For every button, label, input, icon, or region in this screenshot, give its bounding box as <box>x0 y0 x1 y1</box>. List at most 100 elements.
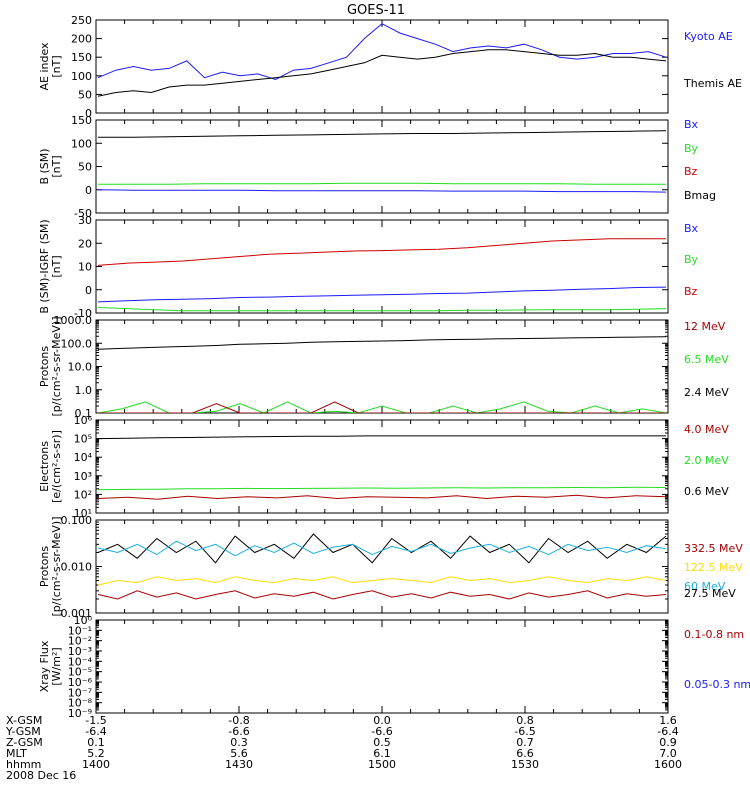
y-axis-label: Xray Flux[W/m²] <box>38 640 63 692</box>
legend-entry: By <box>684 142 699 155</box>
ephemeris-value: 1430 <box>225 758 253 771</box>
series-60-mev <box>97 540 667 557</box>
y-axis-label-line: Protons <box>38 546 51 587</box>
panel-frame <box>95 19 669 114</box>
y-axis-label-line: Protons <box>38 346 51 387</box>
ephemeris-value: 1530 <box>511 758 539 771</box>
legend-entry: 0.1-0.8 nm <box>684 628 744 641</box>
ephemeris-value: 5.2 <box>87 747 105 760</box>
legend-entry: 332.5 MeV <box>684 542 743 555</box>
legend-entry: Bz <box>684 165 698 178</box>
y-tick-label: 20 <box>78 237 92 250</box>
y-tick-label: 100 <box>71 137 92 150</box>
y-axis-label-line: [p/(cm²-s-sr-MeV)] <box>50 517 63 617</box>
ephemeris-row-label: Z-GSM <box>6 736 43 749</box>
y-axis-label: AE index[nT] <box>38 42 63 91</box>
legend-entry: 2.0 MeV <box>684 454 729 467</box>
figure-title: GOES-11 <box>347 3 405 18</box>
panel-ae: 0 50 100 150 200 250 AE index[nT] Kyoto AE Themi… <box>38 14 742 120</box>
y-axis-label-line: Electrons <box>38 441 51 492</box>
ephemeris-value: -6.5 <box>514 725 535 738</box>
y-tick-label: 0.1 <box>75 407 93 420</box>
series-6-5-mev <box>97 401 667 413</box>
y-tick-label: 1000.0 <box>54 314 93 327</box>
y-tick-label: 1.0 <box>75 384 93 397</box>
y-tick-label: 0 <box>85 107 92 120</box>
y-axis-label: B (SM)[nT] <box>38 148 63 184</box>
y-axis-label-line: Xray Flux <box>38 640 51 692</box>
y-tick-label: 0 <box>85 284 92 297</box>
ephemeris-value: 0.8 <box>516 714 534 727</box>
panel-bsm: -50 0 50 100 150 B (SM)[nT] Bx By Bz Bmag <box>38 114 716 220</box>
legend-entry: Bx <box>684 222 699 235</box>
panel-electrons: 10¹ 10² 10³ 10⁴ 10⁵ 10⁶ Electrons[e/(cm²-s-sr)… <box>38 414 729 520</box>
y-axis-label-line: [e/(cm²-s-sr)] <box>50 430 63 503</box>
legend-entry: Themis AE <box>683 77 742 90</box>
y-axis-label: B (SM)-IGRF (SM)[nT] <box>38 219 63 313</box>
ephemeris-value: 1600 <box>654 758 682 771</box>
y-tick-label: 150 <box>71 51 92 64</box>
y-axis-label-line: B (SM)-IGRF (SM) <box>38 219 51 313</box>
ephemeris-value: 0.7 <box>516 736 534 749</box>
legend-entry: 0.6 MeV <box>684 485 729 498</box>
y-tick-label: 50 <box>78 161 92 174</box>
legend-entry: 27.5 MeV <box>684 587 736 600</box>
ephemeris-value: 0.9 <box>659 736 677 749</box>
y-tick-label: 10⁻⁸ <box>68 697 93 710</box>
y-axis-label-line: [nT] <box>50 155 63 177</box>
ephemeris-value: 6.1 <box>373 747 391 760</box>
legend-entry: 122.5 MeV <box>684 561 743 574</box>
series-bz <box>97 238 666 266</box>
ephemeris-date: 2008 Dec 16 <box>6 769 76 782</box>
y-axis-label: Protons[p/(cm²-s-sr-MeV)] <box>38 317 63 417</box>
ephemeris-value: 0.3 <box>230 736 248 749</box>
legend-entry: 12 MeV <box>684 320 726 333</box>
ephemeris-value: 6.6 <box>516 747 534 760</box>
y-tick-label: 30 <box>78 214 92 227</box>
series-by <box>98 182 666 185</box>
ephemeris-value: -0.8 <box>228 714 249 727</box>
legend-entry: Bz <box>684 285 698 298</box>
ephemeris-value: 1500 <box>368 758 396 771</box>
ephemeris-row-label: hhmm <box>6 758 41 771</box>
y-axis-label-line: [W/m²] <box>50 647 63 685</box>
ephemeris-value: 0.0 <box>373 714 391 727</box>
panel-frame <box>95 619 669 714</box>
y-axis-label: Electrons[e/(cm²-s-sr)] <box>38 430 63 503</box>
ephemeris-value: 1400 <box>82 758 110 771</box>
y-tick-label: 10⁻⁷ <box>68 686 92 699</box>
ephemeris-value: -6.6 <box>228 725 249 738</box>
panel-frame <box>95 419 669 514</box>
y-tick-label: 0.100 <box>61 514 93 527</box>
y-tick-label: 10⁻² <box>68 635 92 648</box>
panel-frame <box>95 519 669 614</box>
y-tick-label: 10⁻⁵ <box>68 666 92 679</box>
y-tick-label: 10 <box>78 261 92 274</box>
ephemeris-value: 0.1 <box>87 736 105 749</box>
series-332-5-mev <box>97 590 667 600</box>
legend-entry: By <box>684 253 699 266</box>
ephemeris-value: 0.5 <box>373 736 391 749</box>
ephemeris-row-label: MLT <box>6 747 27 760</box>
ephemeris-row-label: X-GSM <box>6 714 42 727</box>
y-tick-label: 10⁻⁶ <box>68 676 93 689</box>
ephemeris-value: -1.5 <box>85 714 106 727</box>
series-bx <box>97 189 667 193</box>
series-by <box>97 307 667 312</box>
legend-entry: 2.4 MeV <box>684 386 729 399</box>
y-tick-label: 10⁶ <box>74 414 93 427</box>
y-tick-label: 0.010 <box>61 561 93 574</box>
legend-entry: 0.05-0.3 nm <box>684 678 750 691</box>
y-tick-label: 10.0 <box>68 361 93 374</box>
y-axis-label: Protons[p/(cm²-s-sr-MeV)] <box>38 517 63 617</box>
y-tick-label: 10⁴ <box>74 451 93 464</box>
series-bx <box>97 286 667 303</box>
y-tick-label: -50 <box>74 207 92 220</box>
ephemeris-value: 7.0 <box>659 747 677 760</box>
ephemeris-value: 1.6 <box>659 714 677 727</box>
legend-entry: Bx <box>684 118 699 131</box>
y-axis-label-line: [p/(cm²-s-sr-MeV)] <box>50 317 63 417</box>
panel-bsmigrf: -10 0 10 20 30 B (SM)-IGRF (SM)[nT] Bx By Bz <box>38 214 699 320</box>
